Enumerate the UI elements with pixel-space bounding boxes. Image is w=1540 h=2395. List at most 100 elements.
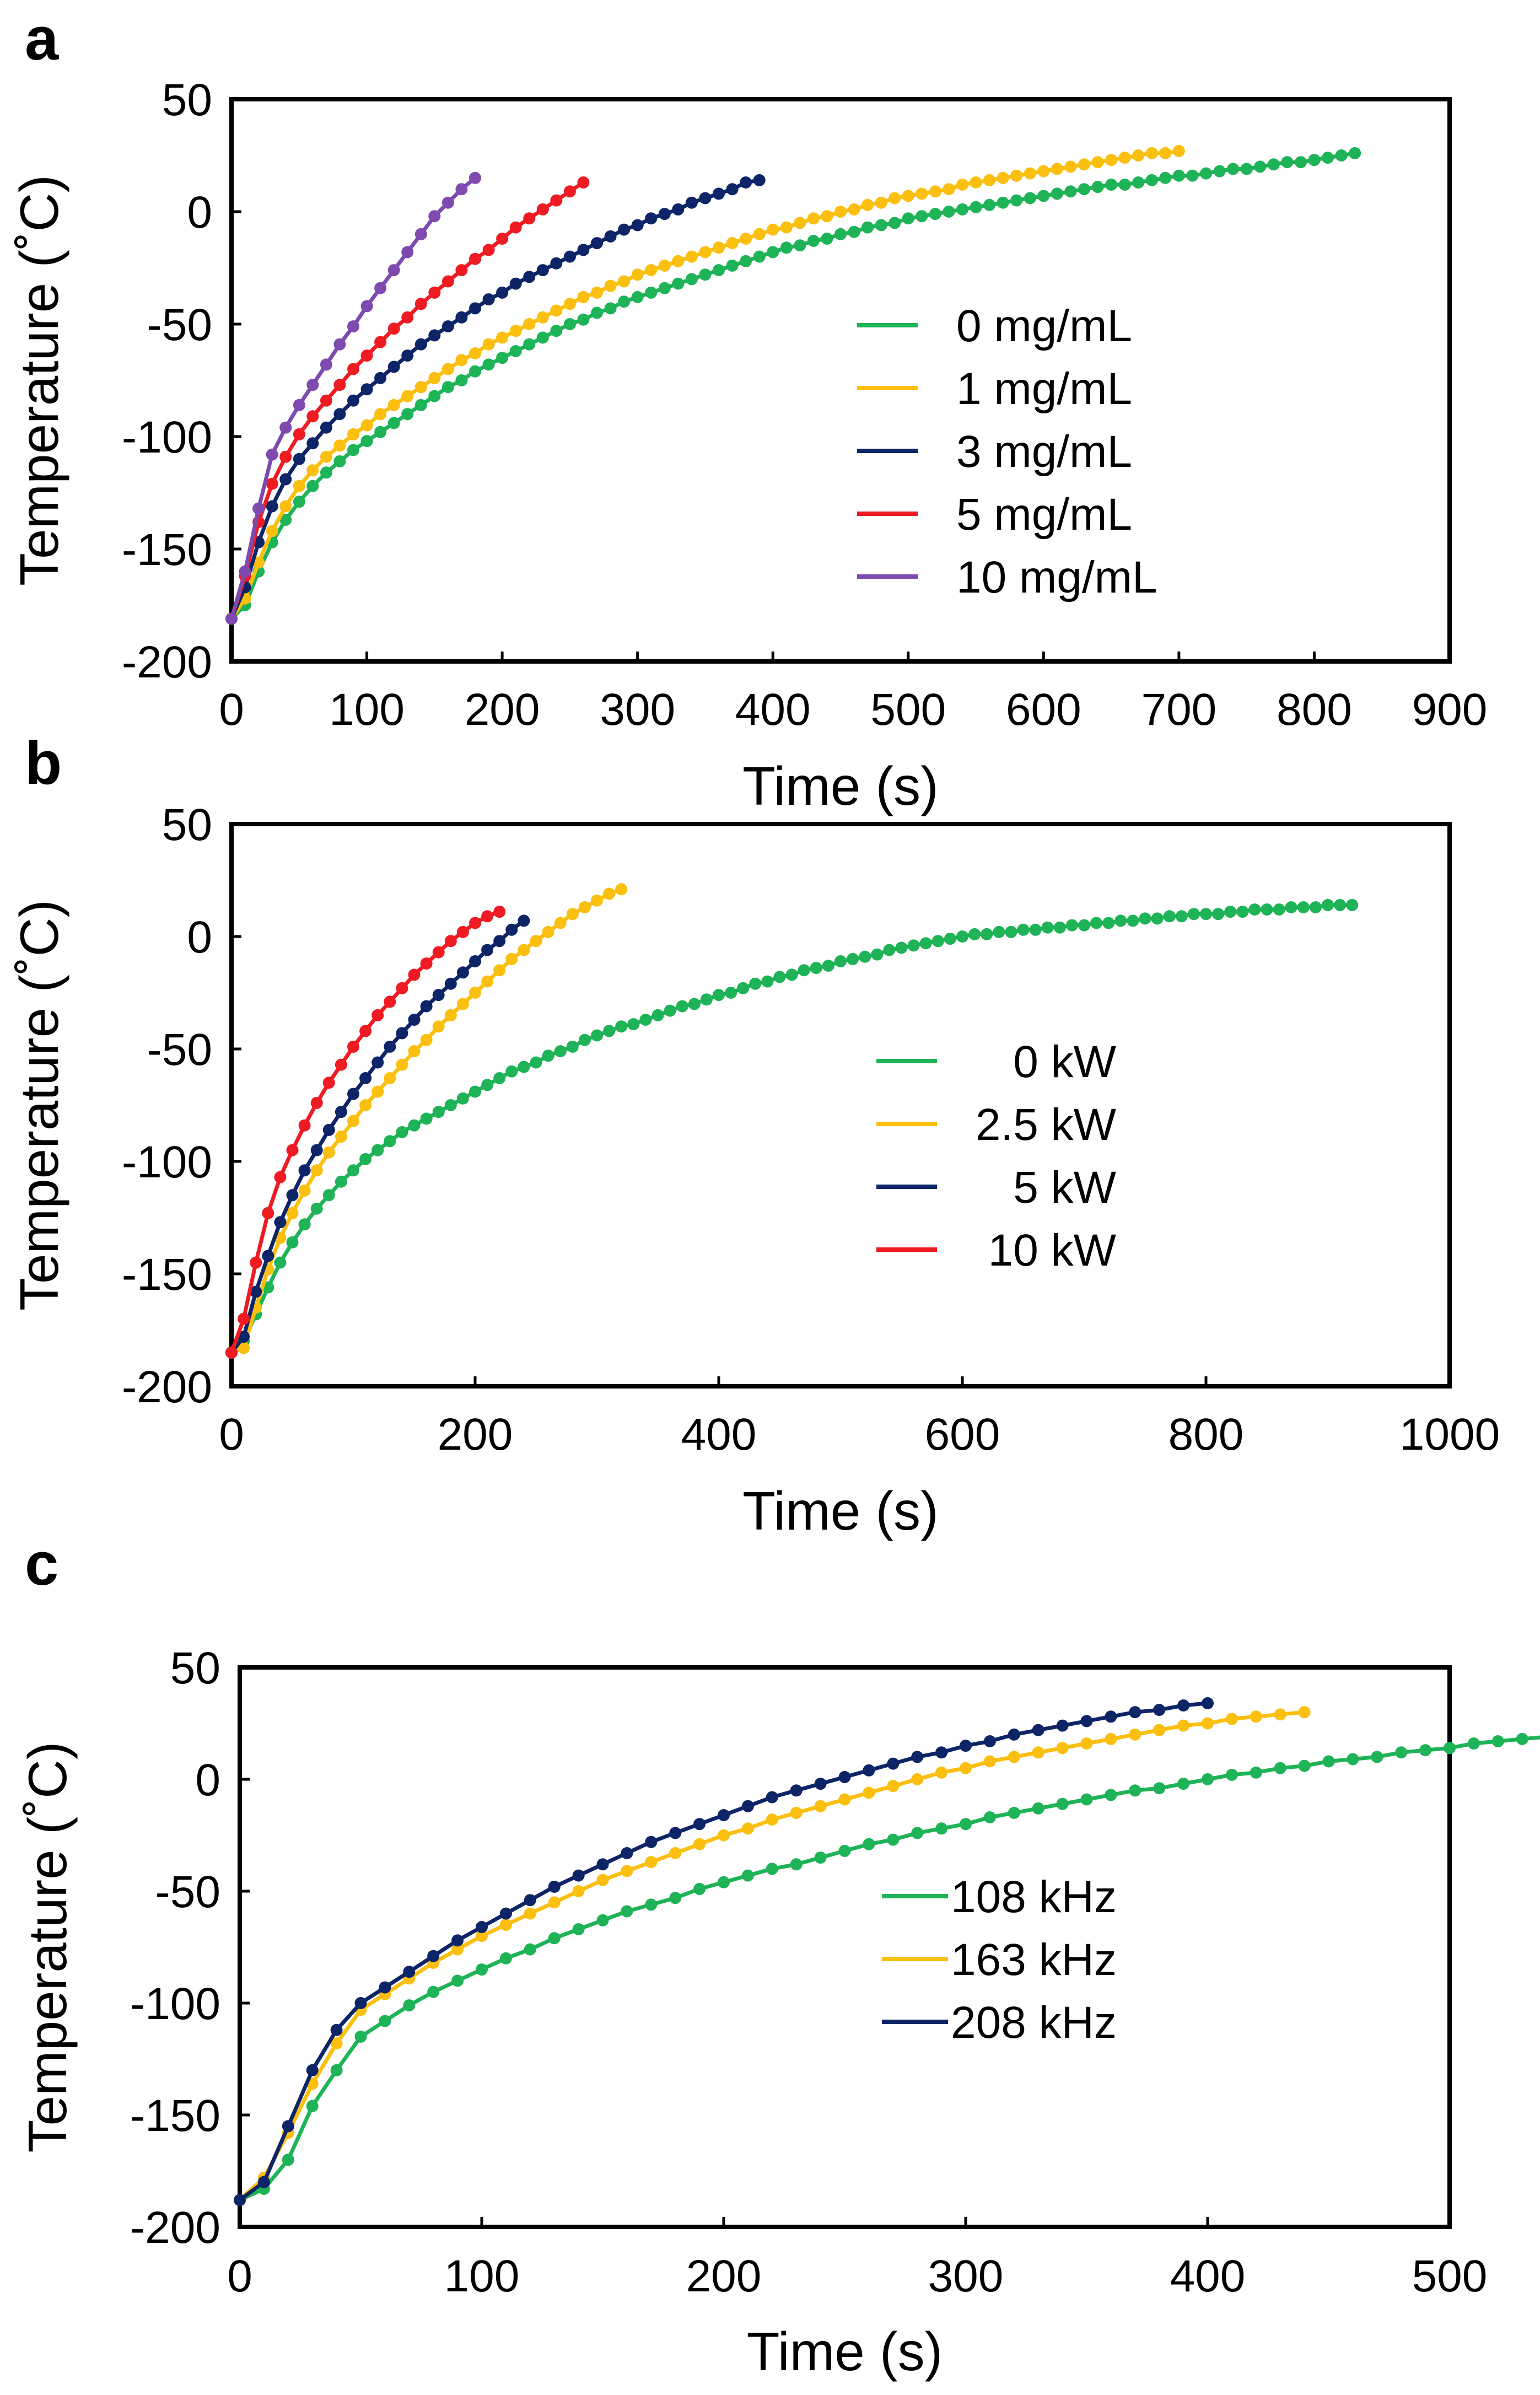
data-point	[1080, 1793, 1093, 1806]
data-point	[420, 1000, 433, 1013]
data-point	[753, 228, 766, 240]
data-point	[456, 1092, 469, 1105]
data-point	[794, 217, 806, 229]
data-point	[401, 408, 414, 421]
data-point	[320, 466, 332, 479]
data-point	[1200, 908, 1212, 921]
data-point	[401, 349, 414, 362]
data-point	[252, 502, 265, 515]
data-point	[767, 246, 779, 259]
data-point	[1132, 176, 1145, 189]
data-point	[322, 1146, 335, 1159]
data-point	[496, 286, 509, 299]
data-point	[257, 2176, 270, 2188]
data-point	[1274, 1708, 1286, 1721]
data-point	[335, 1131, 347, 1143]
data-point	[262, 1207, 274, 1219]
data-point	[960, 1762, 972, 1774]
series-5-mg-ml	[225, 176, 590, 625]
y-tick-label: -150	[130, 2091, 220, 2141]
data-point	[279, 514, 292, 526]
data-point	[293, 428, 305, 440]
data-point	[766, 1863, 778, 1875]
data-point	[298, 1164, 311, 1177]
data-point	[505, 923, 518, 936]
data-point	[658, 208, 671, 220]
data-point	[685, 196, 698, 209]
data-point	[1032, 1802, 1044, 1815]
data-point	[396, 982, 408, 994]
data-point	[726, 259, 739, 272]
panel-label: c	[25, 1530, 58, 1598]
data-point	[741, 1822, 754, 1835]
data-point	[481, 975, 494, 988]
data-point	[798, 964, 810, 977]
data-point	[496, 233, 509, 245]
data-point	[1298, 1759, 1311, 1772]
data-point	[1177, 1778, 1190, 1790]
data-point	[618, 295, 631, 308]
data-point	[1017, 923, 1030, 936]
data-point	[1129, 1728, 1141, 1741]
data-point	[1163, 910, 1176, 923]
data-point	[1056, 1742, 1069, 1754]
data-point	[889, 217, 901, 229]
data-point	[441, 275, 454, 288]
data-point	[476, 1963, 488, 1976]
data-point	[286, 1144, 299, 1156]
series-5-kw	[225, 914, 530, 1359]
data-point	[883, 944, 896, 956]
data-point	[1335, 149, 1348, 162]
data-point	[455, 354, 468, 367]
series-line	[230, 151, 1355, 620]
data-point	[685, 250, 698, 263]
data-point	[618, 275, 631, 288]
data-point	[631, 291, 644, 303]
x-tick-label: 800	[1169, 1409, 1244, 1460]
data-point	[672, 203, 685, 216]
data-point	[1051, 187, 1063, 200]
data-point	[785, 968, 798, 981]
data-point	[1267, 158, 1280, 171]
data-point	[387, 322, 400, 335]
data-point	[790, 1784, 803, 1797]
data-point	[279, 473, 292, 486]
data-point	[455, 311, 468, 324]
data-point	[907, 939, 920, 952]
y-tick-label: -150	[122, 525, 212, 575]
data-point	[333, 408, 346, 421]
data-point	[615, 1020, 628, 1033]
data-point	[766, 1791, 778, 1804]
data-point	[1005, 925, 1017, 938]
data-point	[451, 1943, 464, 1956]
legend-label: 10 kW	[988, 1225, 1117, 1275]
data-point	[1177, 1719, 1190, 1732]
data-point	[1225, 1768, 1238, 1781]
data-point	[333, 439, 346, 452]
data-point	[645, 212, 658, 225]
data-point	[871, 948, 884, 961]
data-point	[919, 937, 932, 950]
data-point	[225, 1346, 238, 1359]
data-point	[482, 244, 495, 256]
data-point	[456, 966, 469, 979]
data-point	[887, 1757, 900, 1770]
data-point	[455, 374, 468, 386]
series-line	[230, 919, 525, 1354]
data-point	[645, 1836, 658, 1848]
data-point	[1200, 167, 1212, 180]
data-point	[238, 1342, 250, 1354]
data-point	[631, 268, 644, 281]
data-point	[699, 268, 712, 281]
data-point	[414, 298, 427, 310]
data-point	[354, 1997, 367, 2009]
data-point	[821, 210, 833, 223]
data-point	[401, 390, 414, 402]
chart-panel-b: b 0 200 400 600 800 1000 50 0 -50 -100 -150 -200 Time…	[9, 729, 1500, 1541]
data-point	[1347, 1753, 1359, 1766]
data-point	[658, 282, 671, 294]
data-point	[293, 496, 305, 508]
data-point	[1105, 154, 1118, 166]
series-3-mg-ml	[225, 174, 766, 625]
data-point	[838, 1770, 851, 1783]
